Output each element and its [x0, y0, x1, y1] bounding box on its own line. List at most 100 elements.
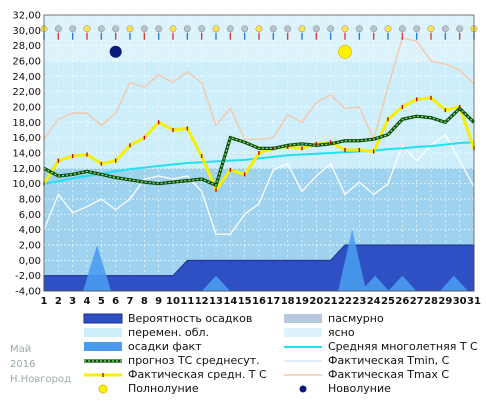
x-tick-label: 9 [155, 296, 162, 307]
weather-icon [54, 25, 62, 33]
precip-fact-peak [388, 275, 417, 291]
y-tick-label: 18,00 [12, 118, 41, 129]
y-tick-label: 22,00 [12, 87, 41, 98]
x-tick-label: 6 [112, 296, 119, 307]
legend-label: осадки факт [128, 340, 202, 353]
x-tick-label: 17 [266, 296, 280, 307]
weather-icon [284, 25, 292, 33]
city-label: Н.Новгород [10, 374, 71, 385]
legend-label: Средняя многолетняя Т С [328, 340, 478, 353]
x-tick-label: 8 [141, 296, 148, 307]
x-tick-label: 7 [127, 296, 134, 307]
y-tick-label: 0,00 [19, 256, 41, 267]
precip-fact-peak [439, 275, 468, 291]
x-tick-label: 25 [381, 296, 395, 307]
weather-icon [226, 25, 234, 33]
x-tick-label: 10 [166, 296, 180, 307]
y-tick-label: 14,00 [12, 149, 41, 160]
y-tick-label: 28,00 [12, 41, 41, 52]
weather-icon [140, 25, 148, 33]
legend-swatch [284, 314, 322, 323]
legend-swatch [84, 342, 122, 351]
x-tick-label: 27 [410, 296, 424, 307]
legend-label: Фактическая Tmax С [328, 368, 449, 381]
x-tick-label: 5 [98, 296, 105, 307]
legend-label: перемен. обл. [128, 326, 209, 339]
weather-icon [83, 25, 91, 33]
x-tick-label: 2 [55, 296, 62, 307]
legend-swatch [84, 328, 122, 337]
legend-swatch [83, 313, 123, 324]
weather-icon [327, 25, 335, 33]
weather-icon [212, 25, 220, 33]
x-tick-label: 29 [438, 296, 452, 307]
precip-fact-peak [338, 229, 367, 291]
x-tick-label: 4 [84, 296, 91, 307]
weather-icon [341, 25, 349, 33]
legend-label: Фактическая Tmin, С [328, 354, 450, 367]
y-tick-label: 6,00 [19, 210, 41, 221]
weather-icon [126, 25, 134, 33]
y-tick-label: -4,00 [15, 287, 41, 298]
x-tick-label: 12 [195, 296, 209, 307]
legend-label: ясно [328, 326, 355, 339]
weather-icon [241, 25, 249, 33]
legend-swatch [284, 328, 322, 337]
plot-frame [43, 14, 475, 292]
weather-icon [169, 25, 177, 33]
weather-icon [155, 25, 163, 33]
legend: Вероятность осадков пасмурно перемен. обл.… [83, 312, 478, 395]
y-tick-label: 20,00 [12, 103, 41, 114]
x-tick-label: 22 [338, 296, 352, 307]
legend-label: прогноз ТС среднесут. [128, 354, 260, 367]
axes: -4,00 -2,00 0,00 2,00 4,00 6,00 8,00 10,00 12,00… [12, 11, 481, 308]
y-tick-label: 12,00 [12, 164, 41, 175]
x-tick-label: 14 [223, 296, 237, 307]
legend-swatch [98, 384, 108, 394]
x-tick-label: 13 [209, 296, 223, 307]
precip-fact-peak [83, 245, 112, 291]
x-tick-label: 3 [69, 296, 76, 307]
weather-icon [456, 25, 464, 33]
precip-fact-peak [202, 275, 230, 291]
y-tick-label: 4,00 [19, 225, 41, 236]
y-tick-label: 30,00 [12, 26, 41, 37]
y-tick-label: 8,00 [19, 195, 41, 206]
meta-block: Май 2016 Н.Новгород [10, 344, 71, 385]
legend-label: Полнолуние [128, 382, 199, 395]
y-tick-label: 16,00 [12, 133, 41, 144]
month-label: Май [10, 344, 31, 355]
x-tick-label: 24 [367, 296, 381, 307]
weather-icon [69, 25, 77, 33]
y-tick-label: -2,00 [15, 271, 41, 282]
weather-icon [112, 25, 120, 33]
series-climate-mean [43, 141, 475, 185]
new-moon-marker [109, 45, 122, 58]
weather-icon [413, 25, 421, 33]
weather-icon [298, 25, 306, 33]
year-label: 2016 [10, 359, 35, 370]
x-tick-label: 11 [180, 296, 194, 307]
x-tick-label: 30 [453, 296, 467, 307]
weather-icon [384, 25, 392, 33]
y-tick-label: 2,00 [19, 241, 41, 252]
legend-swatch [299, 385, 307, 393]
weather-icon [427, 25, 435, 33]
series-tmin [43, 133, 475, 235]
weather-icon [269, 25, 277, 33]
precip-probability-area [43, 244, 475, 292]
x-tick-label: 23 [352, 296, 366, 307]
x-tick-label: 21 [324, 296, 338, 307]
weather-icon [370, 25, 378, 33]
y-tick-label: 10,00 [12, 179, 41, 190]
weather-icon [398, 25, 406, 33]
x-tick-label: 20 [309, 296, 323, 307]
y-tick-label: 24,00 [12, 72, 41, 83]
weather-icon [312, 25, 320, 33]
precip-fact-peak [361, 275, 390, 291]
legend-label: Вероятность осадков [128, 312, 252, 325]
x-tick-label: 28 [424, 296, 438, 307]
x-tick-label: 18 [281, 296, 295, 307]
weather-icon [441, 25, 449, 33]
